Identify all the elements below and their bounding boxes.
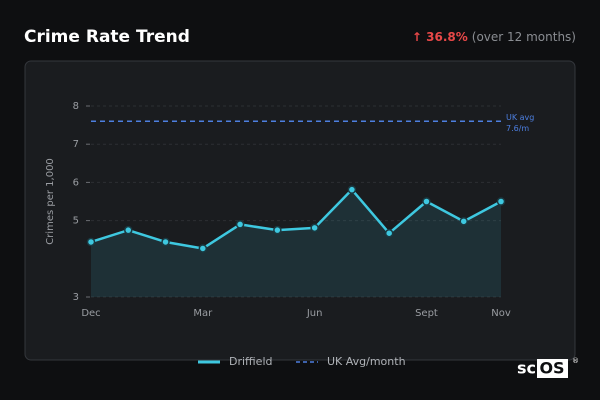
x-tick-label: Nov xyxy=(491,308,511,319)
logo-box xyxy=(537,359,568,378)
reference-label: UK avg xyxy=(506,113,534,122)
point xyxy=(198,244,208,253)
point xyxy=(384,228,394,238)
chart-panel xyxy=(24,60,576,361)
point xyxy=(124,225,133,235)
point xyxy=(86,237,96,247)
point xyxy=(161,237,170,247)
x-tick-label: Dec xyxy=(81,308,100,319)
x-tick-label: Jun xyxy=(306,308,323,319)
x-tick-label: Mar xyxy=(193,308,213,319)
legend: Driffield UK Avg/month xyxy=(198,355,406,368)
logo: sc OS ® xyxy=(517,357,579,378)
point xyxy=(459,217,468,226)
y-tick-label: 3 xyxy=(73,292,79,303)
point xyxy=(310,223,319,233)
point xyxy=(235,220,245,229)
y-tick-label: 5 xyxy=(73,216,79,227)
logo-text: sc xyxy=(517,359,536,378)
line xyxy=(90,188,502,250)
y-tick-label: 7 xyxy=(73,139,79,150)
change-note: (over 12 months) xyxy=(472,30,576,44)
change-value: ↑ 36.8% xyxy=(412,30,468,44)
chart-title: Crime Rate Trend xyxy=(24,27,190,47)
x-tick-label: Sept xyxy=(415,308,438,319)
legend-label: Driffield xyxy=(229,355,273,368)
logo-mark: ® xyxy=(572,357,579,365)
point xyxy=(347,185,357,194)
logo-boxed-text: OS xyxy=(539,359,564,378)
legend-label: UK Avg/month xyxy=(327,355,406,368)
point xyxy=(422,197,431,206)
point xyxy=(273,225,282,235)
y-axis-label: Crimes per 1,000 xyxy=(45,158,56,245)
area xyxy=(91,189,501,297)
y-tick-label: 6 xyxy=(73,177,79,188)
y-tick-label: 8 xyxy=(73,101,79,112)
change-summary: ↑ 36.8% (over 12 months) xyxy=(412,30,576,44)
point xyxy=(496,197,506,206)
reference-label: 7.6/m xyxy=(506,124,529,133)
